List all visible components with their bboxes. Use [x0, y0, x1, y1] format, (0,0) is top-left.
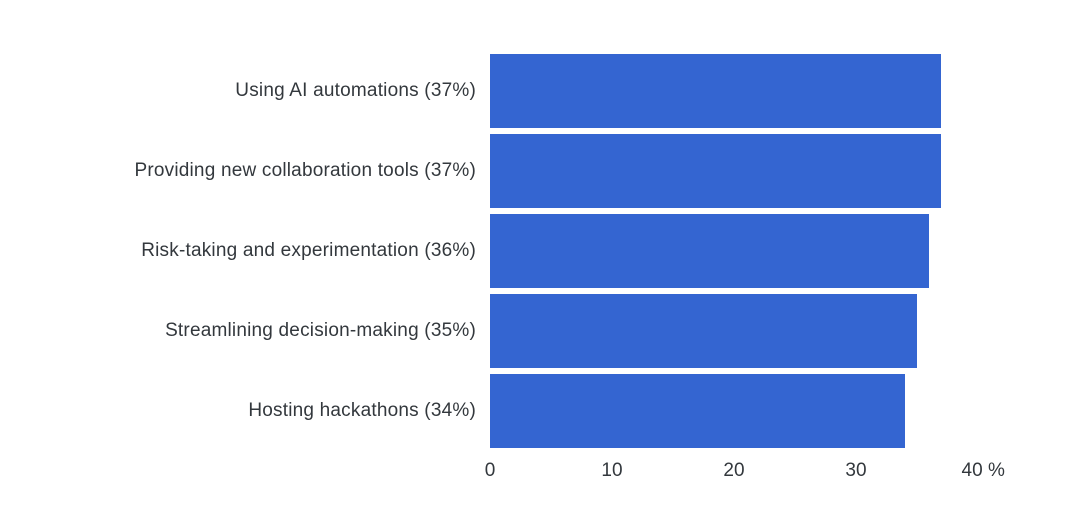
bar — [490, 374, 905, 448]
category-label: Providing new collaboration tools (37%) — [134, 160, 476, 181]
category-label: Using AI automations (37%) — [235, 80, 476, 101]
category-label: Risk-taking and experimentation (36%) — [141, 240, 476, 261]
bar — [490, 134, 942, 208]
category-label: Hosting hackathons (34%) — [248, 400, 476, 421]
bar — [490, 214, 930, 288]
bar-track — [490, 134, 978, 208]
category-label: Streamlining decision-making (35%) — [165, 320, 476, 341]
x-axis-tick-label: 10 — [601, 460, 623, 481]
x-axis-tick-label: 20 — [723, 460, 745, 481]
bar — [490, 294, 917, 368]
bar-track — [490, 54, 978, 128]
x-axis-tick-label: 30 — [845, 460, 867, 481]
bar — [490, 54, 942, 128]
bar-track — [490, 214, 978, 288]
bar-track — [490, 374, 978, 448]
chart-rows: Using AI automations (37%) Providing new … — [0, 51, 978, 451]
x-axis-tick-label: 40 % — [961, 460, 1005, 481]
chart-row: Hosting hackathons (34%) — [0, 371, 978, 451]
x-axis-tick-label: 0 — [484, 460, 496, 481]
chart-row: Using AI automations (37%) — [0, 51, 978, 131]
x-axis: 0 10 20 30 40 % — [485, 460, 1005, 486]
chart-row: Streamlining decision-making (35%) — [0, 291, 978, 371]
chart-row: Risk-taking and experimentation (36%) — [0, 211, 978, 291]
chart-row: Providing new collaboration tools (37%) — [0, 131, 978, 211]
bar-track — [490, 294, 978, 368]
